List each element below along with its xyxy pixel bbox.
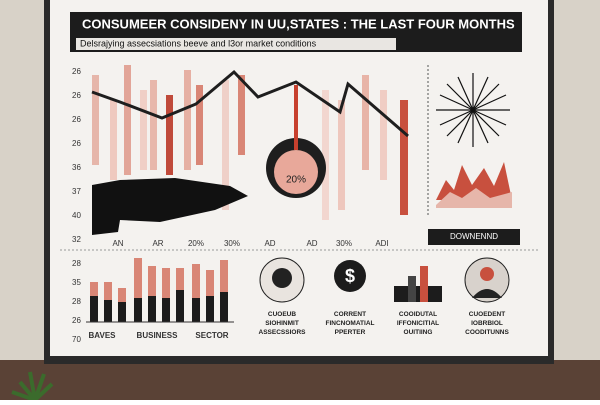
y-label: 26 xyxy=(72,67,81,76)
x-label: ADI xyxy=(375,239,388,248)
badge xyxy=(274,150,318,194)
upper-x-labels: AN AR 20% 30% AD AD 30% ADI xyxy=(112,239,388,248)
y-label: 26 xyxy=(72,139,81,148)
hand xyxy=(92,178,248,235)
lower-x-labels: BAVES BUSINESS SECTOR xyxy=(89,331,229,340)
icon-caption: CUOEDENT IOBRBIOL COODITUNNS xyxy=(465,311,509,336)
x-label: AD xyxy=(264,239,275,248)
icon-caption: CORRENT FINCNOMATIAL PPERTER xyxy=(326,311,375,336)
x-label: BUSINESS xyxy=(137,331,179,340)
x-label: AN xyxy=(112,239,123,248)
x-label: 30% xyxy=(336,239,352,248)
x-label: AR xyxy=(152,239,163,248)
y-label: 36 xyxy=(72,163,81,172)
title: CONSUMEER CONSIDENY IN UU,STATES : THE L… xyxy=(82,16,515,31)
lower-bars xyxy=(90,258,228,322)
plant xyxy=(11,371,54,402)
subtitle-strip xyxy=(76,38,396,50)
trend-line xyxy=(91,69,409,138)
svg-text:$: $ xyxy=(345,266,355,286)
y-label: 26 xyxy=(72,91,81,100)
x-label: 30% xyxy=(224,239,240,248)
icon-captions: CUOEUB SIOHINMIT ASSECSSIORS CORRENT FINCNOM… xyxy=(259,311,510,336)
y-label: 32 xyxy=(72,235,81,244)
upper-y-labels: 26 26 26 26 36 37 40 32 xyxy=(72,67,81,244)
starburst xyxy=(436,73,510,147)
lower-y-labels: 28 35 28 26 70 xyxy=(72,259,81,344)
subtitle: Delsrajying assecsiations beeve and l3or… xyxy=(80,38,317,48)
icon-caption: CUOEUB SIOHINMIT ASSECSSIORS xyxy=(259,311,307,336)
shelf xyxy=(0,360,600,400)
mountains xyxy=(436,162,512,200)
mountains-back xyxy=(436,188,512,208)
x-label: 20% xyxy=(188,239,204,248)
downtrend-box xyxy=(428,229,520,245)
badge-label: 20% xyxy=(286,175,306,186)
downtrend-label: DOWNENND xyxy=(450,232,498,241)
y-label: 26 xyxy=(72,115,81,124)
y-label: 70 xyxy=(72,335,81,344)
y-label: 37 xyxy=(72,187,81,196)
icon-caption: COOIDUTAL IFFONICITIAL OUITIING xyxy=(397,311,439,336)
y-label: 28 xyxy=(72,259,81,268)
y-label: 26 xyxy=(72,316,81,325)
x-label: BAVES xyxy=(89,331,117,340)
y-label: 40 xyxy=(72,211,81,220)
y-label: 35 xyxy=(72,278,81,287)
icons: $ xyxy=(259,257,510,303)
upper-bars xyxy=(92,65,408,220)
y-label: 28 xyxy=(72,297,81,306)
x-label: SECTOR xyxy=(195,331,228,340)
x-label: AD xyxy=(306,239,317,248)
